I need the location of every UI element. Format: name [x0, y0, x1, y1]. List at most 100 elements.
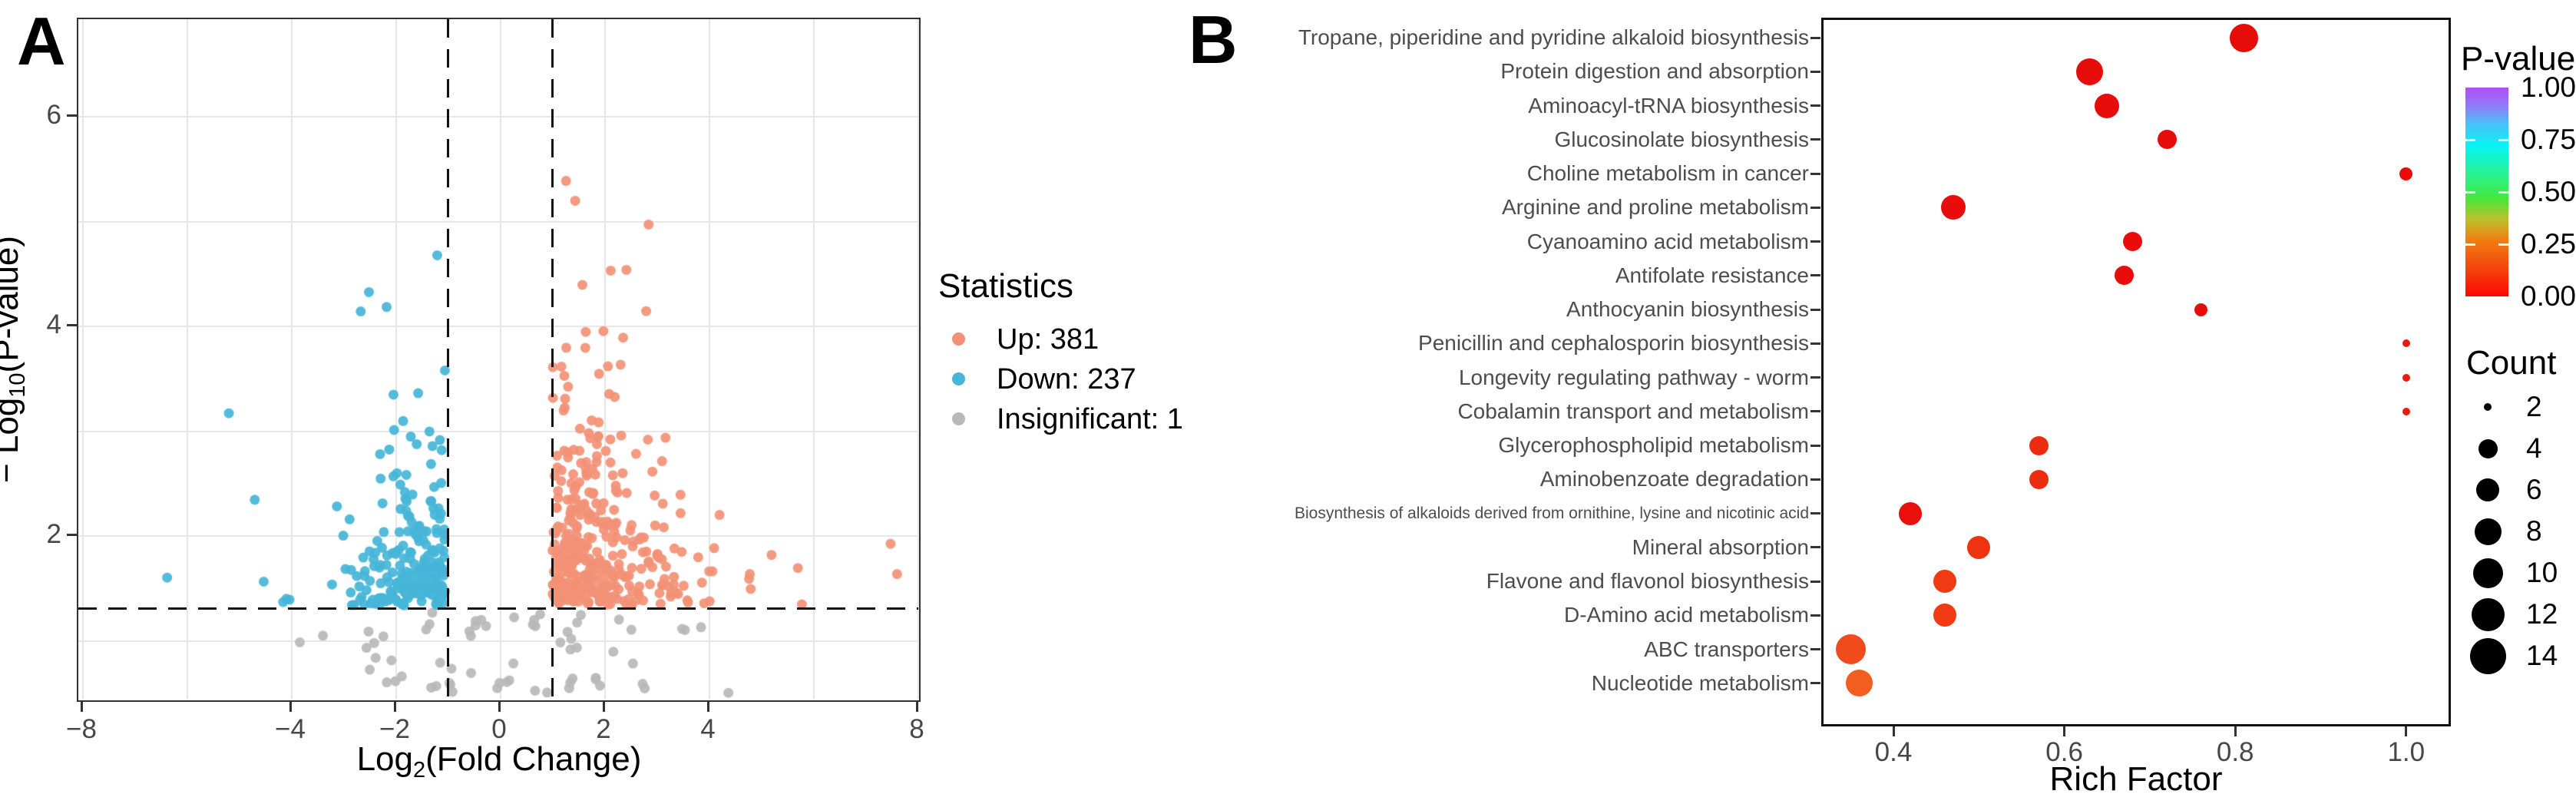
pathway-label: Aminobenzoate degradation [1539, 467, 1809, 491]
pathway-label: Longevity regulating pathway - worm [1458, 365, 1809, 389]
x-tick-mark [289, 702, 292, 712]
count-legend-dot [2474, 518, 2502, 545]
bubble-plot-area [1821, 18, 2451, 726]
count-legend-label: 6 [2526, 474, 2542, 505]
colorbar-notch [2465, 190, 2475, 194]
x-tick-mark [602, 702, 605, 712]
x-tick-mark [80, 702, 83, 712]
threshold-vline [446, 19, 449, 700]
pathway-tick-mark [1810, 138, 1820, 141]
pathway-dot [1967, 535, 1991, 559]
count-legend-dot [2484, 403, 2492, 411]
pathway-label: Glycerophospholipid metabolism [1498, 433, 1809, 458]
count-legend-title: Count [2466, 344, 2557, 382]
pathway-label: Mineral absorption [1632, 534, 1809, 559]
colorbar-notch [2498, 138, 2508, 141]
count-legend-label: 2 [2526, 391, 2542, 422]
legend-dot-insignificant [952, 412, 965, 425]
pathway-dot [2115, 266, 2134, 286]
pathway-tick-mark [1810, 648, 1820, 651]
pathway-dot [1940, 195, 1966, 220]
colorbar-tick-label: 1.00 [2521, 71, 2576, 103]
pathway-tick-mark [1810, 444, 1820, 447]
threshold-hline [78, 607, 918, 610]
pathway-dot [1845, 670, 1873, 697]
pathway-tick-mark [1810, 580, 1820, 583]
y-tick-mark [67, 533, 77, 536]
pathway-label: Nucleotide metabolism [1591, 670, 1809, 695]
pathway-dot [2399, 167, 2413, 180]
x-tick-mark [2234, 726, 2237, 736]
x-tick-label: −8 [66, 714, 97, 744]
pathway-label: ABC transporters [1644, 637, 1809, 661]
y-tick-mark [67, 114, 77, 117]
colorbar-tick-label: 0.00 [2521, 280, 2576, 312]
volcano-y-axis-title: − Log10(P-value) [0, 236, 31, 483]
pathway-label: Cyanoamino acid metabolism [1526, 229, 1809, 253]
x-tick-mark [2063, 726, 2066, 736]
pathway-label: Biosynthesis of alkaloids derived from o… [1294, 504, 1809, 522]
count-legend-dot [2476, 478, 2499, 501]
pathway-dot [2029, 469, 2049, 489]
pathway-label: Protein digestion and absorption [1500, 59, 1809, 84]
x-title-pre: Log [356, 740, 414, 778]
pathway-tick-mark [1810, 342, 1820, 345]
colorbar-notch [2498, 190, 2508, 194]
y-title-post: (P-value) [0, 235, 25, 373]
y-tick-mark [67, 323, 77, 326]
x-tick-label: 0.4 [1874, 737, 1913, 767]
x-tick-mark [2405, 726, 2408, 736]
x-tick-mark [498, 702, 501, 712]
x-tick-mark [393, 702, 396, 712]
gridline-x [918, 19, 919, 700]
legend-dot-up [952, 332, 965, 346]
pathway-label: Anthocyanin biosynthesis [1566, 297, 1809, 322]
count-legend-label: 10 [2526, 557, 2558, 588]
x-tick-label: 2 [596, 714, 611, 744]
legend-label-up: Up: 381 [997, 323, 1100, 356]
legend-dot-down [952, 372, 965, 385]
pathway-tick-mark [1810, 240, 1820, 243]
count-legend-label: 14 [2526, 640, 2558, 671]
pathway-dot [2402, 339, 2410, 348]
x-tick-label: 0.6 [2045, 737, 2083, 767]
colorbar-tick-label: 0.25 [2521, 228, 2576, 260]
pathway-label: Arginine and proline metabolism [1502, 195, 1809, 220]
x-tick-label: 4 [700, 714, 716, 744]
x-tick-mark [1892, 726, 1895, 736]
statistics-legend-title: Statistics [938, 267, 1074, 305]
pathway-tick-mark [1810, 682, 1820, 685]
panel-b-letter: B [1189, 2, 1238, 78]
pathway-dot [2029, 435, 2049, 455]
x-title-sub: 2 [413, 758, 426, 782]
threshold-vline [551, 19, 554, 700]
pathway-label: Penicillin and cephalosporin biosynthesi… [1418, 331, 1809, 356]
count-legend-label: 4 [2526, 432, 2542, 464]
pathway-label: Glucosinolate biosynthesis [1554, 127, 1809, 151]
pathway-label: Tropane, piperidine and pyridine alkaloi… [1298, 25, 1809, 49]
count-legend-label: 12 [2526, 598, 2558, 630]
colorbar-tick-label: 0.50 [2521, 176, 2576, 207]
pathway-dot [2095, 93, 2120, 118]
pathway-dot [2194, 303, 2208, 316]
panel-a-letter: A [17, 3, 66, 79]
pathway-dot [2229, 23, 2258, 52]
pathway-tick-mark [1810, 172, 1820, 175]
pathway-tick-mark [1810, 376, 1820, 379]
y-tick-label: 4 [46, 309, 61, 339]
pathway-tick-mark [1810, 206, 1820, 209]
x-tick-label: −2 [379, 714, 410, 744]
y-tick-label: 6 [46, 100, 61, 130]
colorbar-tick-label: 0.75 [2521, 124, 2576, 155]
pathway-tick-mark [1810, 36, 1820, 39]
x-tick-mark [706, 702, 709, 712]
volcano-x-axis-title: Log2(Fold Change) [357, 740, 642, 783]
pathway-dot [1899, 501, 1923, 525]
pathway-dot [2402, 407, 2410, 415]
pathway-label: Cobalamin transport and metabolism [1457, 399, 1809, 423]
pathway-tick-mark [1810, 478, 1820, 481]
x-tick-label: 0 [491, 714, 507, 744]
pathway-tick-mark [1810, 274, 1820, 277]
colorbar-notch [2465, 243, 2475, 246]
